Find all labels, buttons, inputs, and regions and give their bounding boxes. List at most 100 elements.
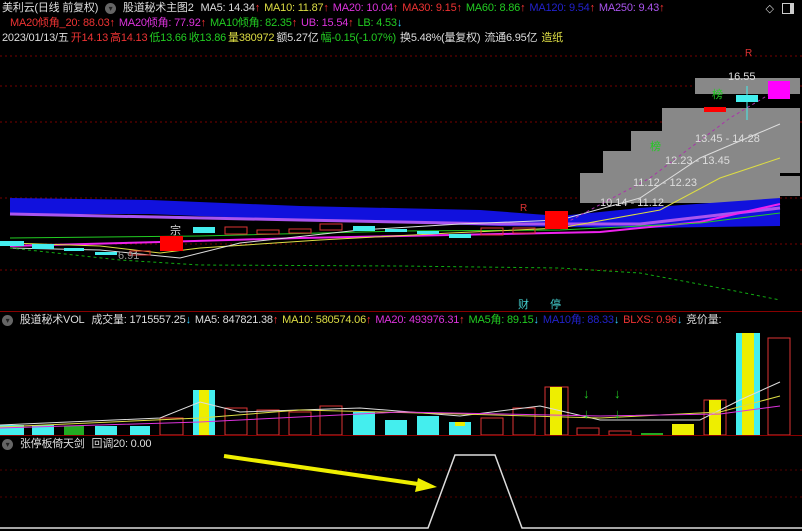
third-panel-value: 回调20: 0.00	[91, 438, 152, 450]
svg-text:↓: ↓	[614, 386, 621, 401]
up-arrow-icon: ↑	[392, 2, 399, 14]
header-row-1: 美利云(日线 前复权) ▾ 股道秘术主图2 MA5: 14.34↑ MA10: 1…	[2, 1, 672, 16]
up-arrow-icon: ↑	[109, 17, 116, 29]
vol-ma10-line	[0, 395, 781, 428]
zong-marker: 宗	[170, 225, 181, 237]
angle-value: MA10倾角: 82.35	[209, 17, 292, 29]
up-arrow-icon: ↑	[200, 17, 207, 29]
quote-row: 2023/01/13/五 开14.13 高14.13 低13.66 收13.86 量380…	[2, 31, 567, 46]
ma-value: MA250: 9.43	[598, 2, 660, 14]
candles	[0, 81, 790, 256]
ladder-label: 12.23 - 13.45	[665, 155, 730, 167]
ma-value: MA60: 8.86	[465, 2, 521, 14]
quote-close: 收13.86	[188, 32, 227, 44]
panel-toggle-icon[interactable]	[782, 3, 794, 14]
angle-value: LB: 4.53	[357, 17, 397, 29]
vol-value: MA5角: 89.15	[468, 314, 534, 326]
trend-dotted	[559, 87, 781, 227]
down-arrow-icon: ↓	[185, 314, 192, 326]
quote-sector: 造纸	[541, 32, 563, 44]
quote-turnover: 换5.48%(量复权)	[400, 32, 481, 44]
vol-title[interactable]: 股道秘术VOL	[19, 314, 85, 326]
up-arrow-icon: ↑	[272, 314, 279, 326]
ma-value: MA10: 11.87	[264, 2, 324, 14]
dropdown-icon[interactable]: ▾	[2, 314, 13, 326]
angle-value: MA20倾角_20: 88.03	[10, 17, 110, 29]
sword-chart[interactable]	[0, 452, 802, 531]
dropdown-icon[interactable]: ▾	[105, 2, 117, 14]
vol-value: 成交量: 1715557.25	[91, 314, 186, 326]
vol-header: ▾ 股道秘术VOL 成交量: 1715557.25↓ MA5: 847821.38…	[2, 313, 722, 328]
cai-marker: 财	[518, 299, 529, 311]
svg-text:↓: ↓	[614, 406, 621, 421]
up-arrow-icon: ↑	[254, 2, 261, 14]
up-arrow-icon: ↑	[659, 2, 665, 14]
quote-volume: 量380972	[228, 32, 275, 44]
ladder-label: 10.14 - 11.12	[600, 197, 665, 209]
third-panel-title[interactable]: 张停板倚天剑	[19, 438, 85, 450]
down-arrow-icons: ↓ ↓ ↓ ↓	[583, 386, 621, 421]
ma-value: MA20: 10.04	[332, 2, 393, 14]
vol-value: BLXS: 0.96	[623, 314, 677, 326]
svg-text:↓: ↓	[583, 406, 590, 421]
vol-ma5-line	[0, 381, 781, 426]
ladder-label: 11.12 - 12.23	[633, 177, 698, 189]
main-chart[interactable]	[0, 48, 802, 310]
up-arrow-icon: ↑	[366, 314, 372, 326]
quote-open: 开14.13	[70, 32, 109, 44]
vol-value: MA10角: 88.33	[542, 314, 614, 326]
quote-high: 高14.13	[110, 32, 148, 44]
r-marker: R	[520, 203, 528, 214]
high-price-label: 16.55	[728, 71, 756, 83]
vol-value: MA10: 580574.06	[282, 314, 366, 326]
ma-value: MA30: 9.15	[402, 2, 457, 14]
vol-value: MA20: 493976.31	[375, 314, 460, 326]
angle-value: UB: 15.54	[301, 17, 349, 29]
angle-value: MA20倾角: 77.92	[118, 17, 201, 29]
third-panel-header: ▾ 张停板倚天剑 回调20: 0.00	[2, 437, 155, 452]
vol-ma20-line	[0, 405, 781, 429]
quote-date: 2023/01/13/五	[2, 32, 69, 44]
blue-band	[10, 198, 780, 228]
volume-chart[interactable]: ↓ ↓ ↓ ↓	[0, 330, 802, 435]
quote-low: 低13.66	[149, 32, 187, 44]
vol-value: MA5: 847821.38	[194, 314, 273, 326]
svg-text:↓: ↓	[583, 386, 590, 401]
up-arrow-icon: ↑	[459, 314, 465, 326]
panel-divider	[0, 435, 802, 436]
dropdown-icon[interactable]: ▾	[2, 438, 13, 450]
yellow-arrow-shaft	[223, 454, 426, 487]
indicator-name[interactable]: 股道秘术主图2	[122, 2, 194, 14]
ma5-line	[9, 123, 781, 259]
up-arrow-icon: ↑	[589, 2, 596, 14]
up-arrow-icon: ↑	[323, 2, 329, 14]
ma-value: MA120: 9.54	[529, 2, 590, 14]
r-marker: R	[745, 48, 753, 59]
down-arrow-icon: ↓	[613, 314, 620, 326]
bang-marker: 榜	[650, 141, 661, 153]
quote-float: 流通6.95亿	[484, 32, 538, 44]
up-arrow-icon: ↑	[291, 17, 298, 29]
low-price-label: 6.91	[118, 250, 140, 262]
down-arrow-icon: ↓	[676, 314, 683, 326]
up-arrow-icon: ↑	[348, 17, 354, 29]
yellow-arrow-head	[415, 478, 437, 492]
vol-value: 竞价量:	[686, 314, 722, 326]
down-arrow-icon: ↓	[396, 17, 403, 29]
lower-band	[9, 247, 781, 301]
up-arrow-icon: ↑	[520, 2, 526, 14]
bang-marker: 榜	[712, 89, 723, 101]
quote-amount: 额5.27亿	[276, 32, 319, 44]
quote-change: 幅-0.15(-1.07%)	[320, 32, 397, 44]
ma10-line	[9, 157, 781, 254]
up-arrow-icon: ↑	[456, 2, 463, 14]
header-row-2: MA20倾角_20: 88.03↑ MA20倾角: 77.92↑ MA10倾角: 8…	[10, 16, 406, 31]
ma-value: MA5: 14.34	[200, 2, 255, 14]
panel-divider	[0, 311, 802, 312]
down-arrow-icon: ↓	[533, 314, 540, 326]
stock-title: 美利云(日线 前复权)	[2, 2, 99, 14]
ladder-label: 13.45 - 14.28	[695, 133, 760, 145]
ma250-line	[9, 206, 781, 226]
diamond-icon[interactable]: ◇	[765, 3, 774, 15]
ma-list: MA5: 14.34↑ MA10: 11.87↑ MA20: 10.04↑ MA30:…	[200, 2, 668, 14]
